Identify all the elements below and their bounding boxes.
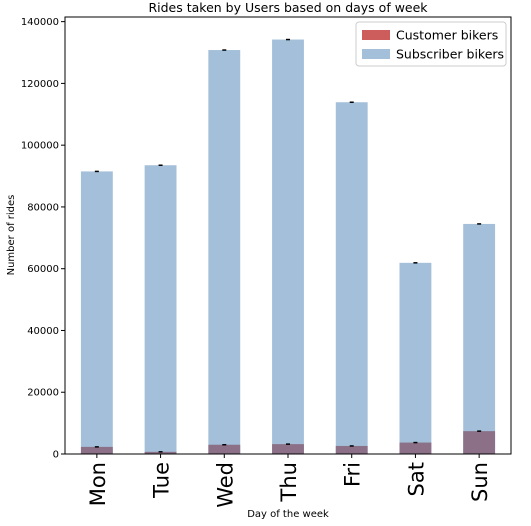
y-tick-label-60000: 60000 xyxy=(27,264,59,275)
y-tick-label-120000: 120000 xyxy=(21,79,59,90)
legend: Customer bikers Subscriber bikers xyxy=(355,21,507,67)
bar-subscriber-sun xyxy=(463,223,496,454)
bar-subscriber-wed xyxy=(208,50,241,455)
legend-label-0: Customer bikers xyxy=(396,28,498,43)
x-tick-label-wed: Wed xyxy=(213,462,237,508)
bar-customer-tue xyxy=(144,451,177,454)
x-tick-label-mon: Mon xyxy=(86,462,110,506)
legend-swatch-0 xyxy=(362,30,390,40)
x-tick-label-tue: Tue xyxy=(150,462,174,499)
chart-title: Rides taken by Users based on days of we… xyxy=(148,0,428,15)
bars-layer xyxy=(80,39,496,455)
bar-customer-sun xyxy=(463,431,496,454)
y-tick-label-20000: 20000 xyxy=(27,388,59,399)
y-tick-label-100000: 100000 xyxy=(21,141,59,152)
error-bars-layer xyxy=(94,38,482,453)
bar-customer-wed xyxy=(208,444,241,454)
x-axis-label: Day of the week xyxy=(247,509,329,520)
x-tick-label-sun: Sun xyxy=(468,462,492,502)
bar-customer-fri xyxy=(335,445,368,454)
bar-customer-sat xyxy=(399,442,432,454)
bar-customer-mon xyxy=(80,446,113,454)
x-axis: Mon Tue Wed Thu Fri Sat Sun xyxy=(86,454,492,508)
bar-subscriber-sat xyxy=(399,262,432,454)
y-tick-label-40000: 40000 xyxy=(27,326,59,337)
y-tick-label-0: 0 xyxy=(53,450,59,461)
legend-box xyxy=(355,21,507,67)
x-tick-label-fri: Fri xyxy=(341,462,365,487)
bar-subscriber-fri xyxy=(335,102,368,454)
bar-customer-thu xyxy=(272,444,304,454)
bar-subscriber-thu xyxy=(272,39,304,455)
y-tick-label-80000: 80000 xyxy=(27,202,59,213)
y-tick-label-140000: 140000 xyxy=(21,17,59,28)
x-tick-label-sat: Sat xyxy=(404,462,428,496)
bar-subscriber-tue xyxy=(144,165,177,454)
x-tick-label-thu: Thu xyxy=(277,462,301,502)
y-axis: 0 20000 40000 60000 80000 100000 120000 140000 xyxy=(21,17,65,461)
bar-subscriber-mon xyxy=(80,171,113,454)
legend-swatch-1 xyxy=(362,49,390,59)
y-axis-label: Number of rides xyxy=(6,195,17,276)
legend-label-1: Subscriber bikers xyxy=(396,47,504,62)
